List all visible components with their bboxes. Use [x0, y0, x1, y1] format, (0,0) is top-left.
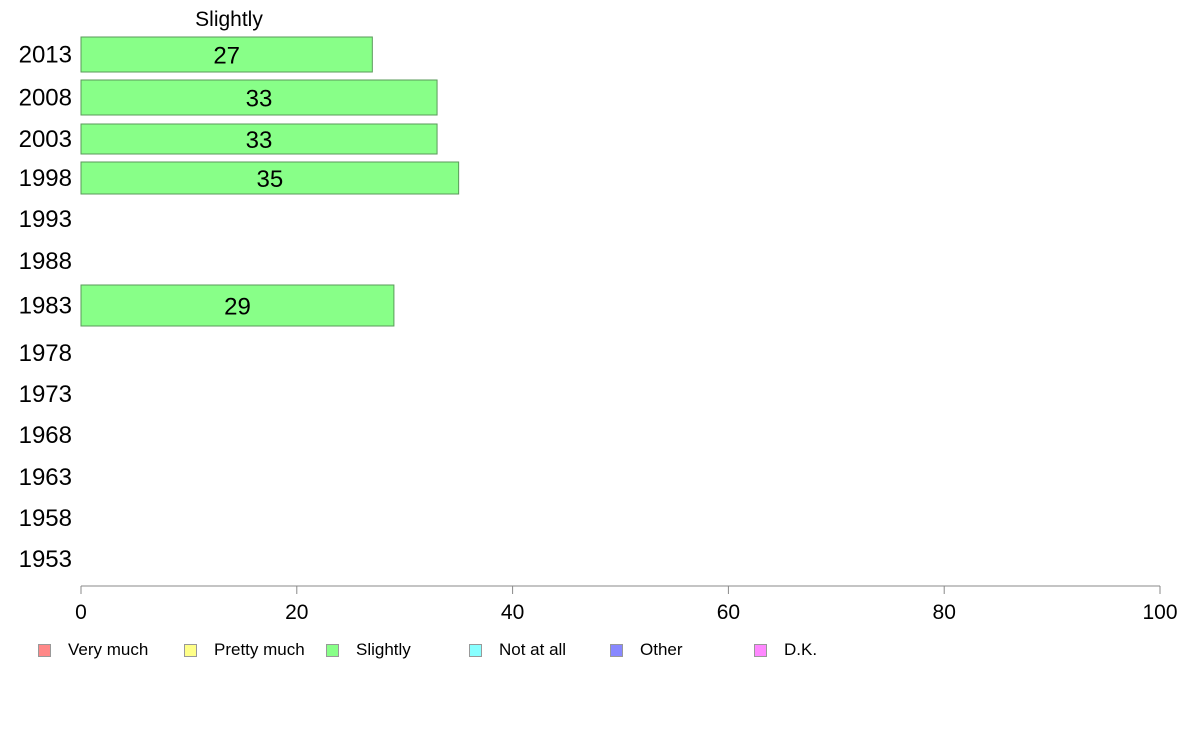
bar — [80, 284, 395, 327]
legend-label: Slightly — [356, 640, 411, 659]
legend-label: Pretty much — [214, 640, 305, 659]
y-tick-label: 1978 — [19, 340, 72, 367]
legend-swatch — [610, 643, 623, 657]
bar-value-label: 33 — [246, 127, 273, 154]
y-tick-label: 2003 — [19, 126, 72, 153]
x-tick-label: 0 — [75, 601, 87, 624]
y-tick-label: 1973 — [19, 381, 72, 408]
legend-item: Not at all — [469, 639, 566, 661]
x-tick-label: 100 — [1142, 601, 1177, 624]
y-tick-label: 1968 — [19, 422, 72, 449]
legend: Very much Pretty much Slightly Not at all Ot… — [38, 639, 1038, 661]
legend-item: Pretty much — [184, 639, 305, 661]
bar — [80, 161, 460, 195]
bar-value-label: 29 — [224, 294, 251, 321]
bar — [80, 123, 438, 155]
legend-label: Very much — [68, 640, 149, 659]
y-tick-label: 1983 — [19, 293, 72, 320]
legend-item: Slightly — [326, 639, 411, 661]
bar-value-label: 27 — [213, 43, 240, 70]
legend-swatch — [326, 643, 339, 657]
y-tick-label: 1953 — [19, 546, 72, 573]
legend-swatch — [469, 643, 482, 657]
y-tick-label: 2013 — [19, 42, 72, 69]
legend-label: D.K. — [784, 640, 818, 659]
y-tick-label: 1998 — [19, 165, 72, 192]
legend-item: Other — [610, 639, 683, 661]
legend-swatch — [754, 643, 767, 657]
legend-item: Very much — [38, 639, 148, 661]
x-tick-label: 60 — [717, 601, 740, 624]
y-tick-label: 1963 — [19, 464, 72, 491]
legend-item: D.K. — [754, 639, 817, 661]
x-tick-label: 80 — [933, 601, 956, 624]
bar-value-label: 33 — [246, 86, 273, 113]
y-tick-label: 1993 — [19, 206, 72, 233]
bar — [80, 36, 373, 73]
legend-swatch — [38, 643, 51, 657]
bar — [80, 79, 438, 116]
x-tick-label: 20 — [285, 601, 308, 624]
y-tick-label: 1958 — [19, 505, 72, 532]
bar-value-label: 35 — [256, 166, 283, 193]
y-tick-label: 2008 — [19, 85, 72, 112]
legend-label: Not at all — [499, 640, 567, 659]
y-tick-label: 1988 — [19, 248, 72, 275]
chart-title: Slightly — [195, 8, 263, 31]
legend-swatch — [184, 643, 197, 657]
legend-label: Other — [640, 640, 683, 659]
x-tick-label: 40 — [501, 601, 524, 624]
